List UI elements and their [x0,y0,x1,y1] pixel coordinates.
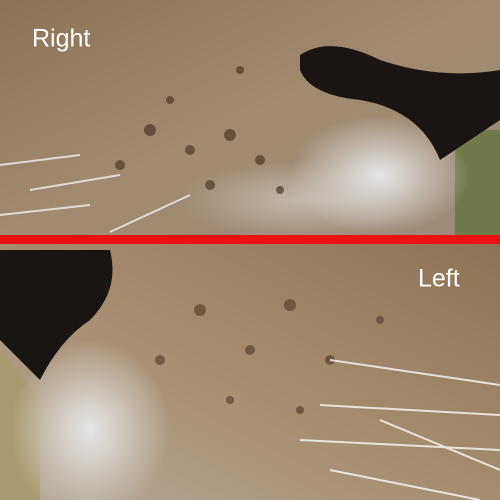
bottom-label: Left [418,265,460,293]
top-half [0,0,500,236]
top-label: Right [32,25,90,53]
bottom-half [0,244,500,500]
divider [0,235,500,244]
